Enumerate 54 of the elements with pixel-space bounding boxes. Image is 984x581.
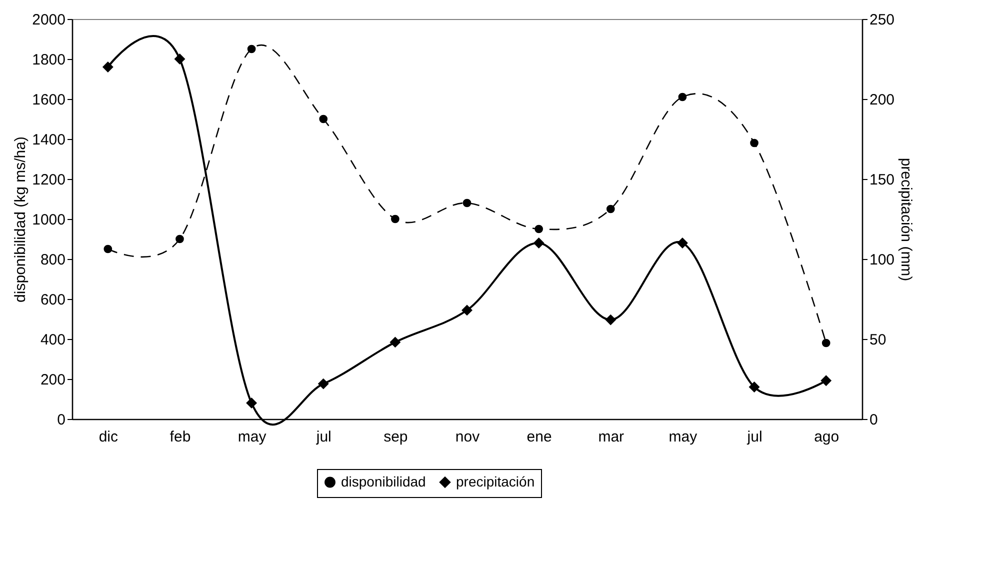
point (104, 244, 112, 254)
point (534, 224, 543, 234)
x-tick-label: ene (526, 428, 552, 446)
x-tick-label: may (668, 428, 698, 446)
x-tick-label: jul (746, 428, 762, 446)
x-tick-label: ago (814, 428, 840, 446)
y-tick-label: 400 (40, 332, 66, 348)
x-tick-label: nov (455, 428, 480, 446)
y-axis-title: disponibilidad (kg ms/ha) (12, 136, 30, 302)
y2-tick-label: 250 (870, 12, 895, 28)
point (533, 238, 544, 248)
point (748, 382, 760, 392)
x-tick-label: may (238, 428, 267, 446)
y2-tick-label: 50 (870, 332, 886, 348)
point (246, 398, 258, 408)
point (247, 44, 256, 54)
y-tick-label: 1800 (32, 52, 66, 68)
x-tick-label: mar (598, 428, 624, 446)
legend-label: precipitación (456, 473, 535, 490)
legend-label: disponibilidad (341, 473, 426, 490)
point (390, 336, 401, 348)
point (605, 314, 616, 326)
point (606, 204, 615, 214)
y-tick-label: 1000 (32, 212, 66, 228)
point (102, 62, 114, 72)
point (462, 198, 472, 208)
point (820, 375, 832, 386)
y2-axis-title: precipitación (mm) (898, 158, 915, 282)
point (391, 214, 400, 224)
point (822, 338, 830, 348)
y-tick-label: 800 (40, 252, 66, 268)
y-tick-label: 2000 (32, 12, 66, 28)
y2-tick-label: 100 (870, 252, 895, 268)
point (176, 234, 184, 244)
y2-tick-label: 200 (870, 92, 895, 108)
y-tick-label: 600 (40, 292, 66, 308)
y-tick-label: 200 (40, 372, 66, 388)
point (678, 92, 687, 102)
point (676, 238, 688, 248)
y-tick-label: 0 (57, 412, 66, 428)
y-tick-label: 1200 (32, 172, 66, 188)
x-tick-label: jul (315, 428, 332, 446)
x-tick-label: sep (384, 428, 408, 446)
y2-tick-label: 0 (870, 412, 878, 428)
x-tick-label: feb (170, 428, 191, 446)
point (318, 378, 329, 390)
point (750, 138, 758, 148)
y2-tick-label: 150 (870, 172, 895, 188)
x-tick-label: dic (98, 428, 118, 446)
point (319, 114, 328, 124)
y-tick-label: 1400 (32, 132, 66, 148)
y-tick-label: 1600 (32, 92, 66, 108)
point (174, 54, 186, 64)
point (462, 304, 472, 316)
